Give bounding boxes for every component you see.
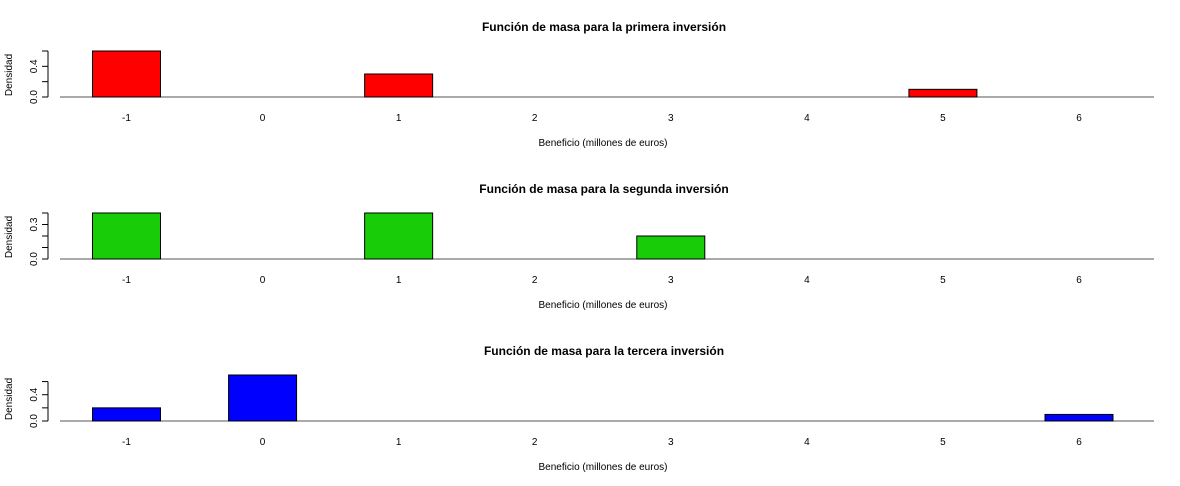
chart-2-bar	[364, 212, 434, 260]
chart-3-x-tick-label: 3	[668, 437, 674, 448]
chart-3-ylabel: Densidad	[4, 378, 15, 420]
chart-2-xlabel: Beneficio (millones de euros)	[539, 300, 668, 311]
chart-2-y-tick-label: 0.0	[29, 252, 40, 266]
chart-3-title: Función de masa para la tercera inversió…	[484, 344, 724, 358]
chart-1-x-tick-label: 1	[396, 113, 402, 124]
chart-3-x-tick-label: 5	[940, 437, 946, 448]
chart-2-ylabel: Densidad	[4, 216, 15, 258]
chart-2-x-tick-label: 5	[940, 275, 946, 286]
chart-2-x-tick-label: 0	[260, 275, 266, 286]
chart-1-bar	[92, 50, 161, 98]
chart-3-x-tick-label: 6	[1076, 437, 1082, 448]
chart-3-x-tick-label: 2	[532, 437, 538, 448]
chart-1-bar	[364, 73, 434, 98]
chart-3-bar	[92, 407, 161, 422]
chart-2-x-tick-label: 6	[1076, 275, 1082, 286]
chart-1-x-tick-label: 2	[532, 113, 538, 124]
chart-2-bar	[636, 235, 706, 260]
chart-3-xlabel: Beneficio (millones de euros)	[539, 462, 668, 473]
chart-3-x-tick-label: -1	[122, 437, 131, 448]
chart-3-y-tick-label: 0.0	[29, 414, 40, 428]
chart-2-x-tick-label: 2	[532, 275, 538, 286]
chart-1-y-tick-label: 0.4	[29, 59, 40, 73]
chart-3-x-tick-label: 4	[804, 437, 810, 448]
chart-2-x-tick-label: -1	[122, 275, 131, 286]
chart-1-xlabel: Beneficio (millones de euros)	[539, 138, 668, 149]
chart-3-x-tick-label: 0	[260, 437, 266, 448]
chart-3-y-tick-label: 0.4	[29, 387, 40, 401]
chart-3-bar	[1044, 413, 1114, 422]
chart-1-x-tick-label: 6	[1076, 113, 1082, 124]
chart-3-bar	[228, 374, 298, 422]
chart-2-bar	[92, 212, 161, 260]
chart-1-x-tick-label: 3	[668, 113, 674, 124]
chart-2-title: Función de masa para la segunda inversió…	[479, 182, 728, 196]
chart-2-x-tick-label: 3	[668, 275, 674, 286]
chart-1-y-tick-label: 0.0	[29, 90, 40, 104]
chart-1-x-tick-label: 5	[940, 113, 946, 124]
chart-1-x-tick-label: 4	[804, 113, 810, 124]
chart-1-title: Función de masa para la primera inversió…	[482, 20, 726, 34]
chart-3-x-tick-label: 1	[396, 437, 402, 448]
chart-2-y-tick-label: 0.3	[29, 217, 40, 231]
chart-1-ylabel: Densidad	[4, 54, 15, 96]
chart-2-x-tick-label: 4	[804, 275, 810, 286]
chart-1-bar	[908, 88, 978, 98]
chart-1-x-tick-label: 0	[260, 113, 266, 124]
chart-1-x-tick-label: -1	[122, 113, 131, 124]
chart-2-x-tick-label: 1	[396, 275, 402, 286]
